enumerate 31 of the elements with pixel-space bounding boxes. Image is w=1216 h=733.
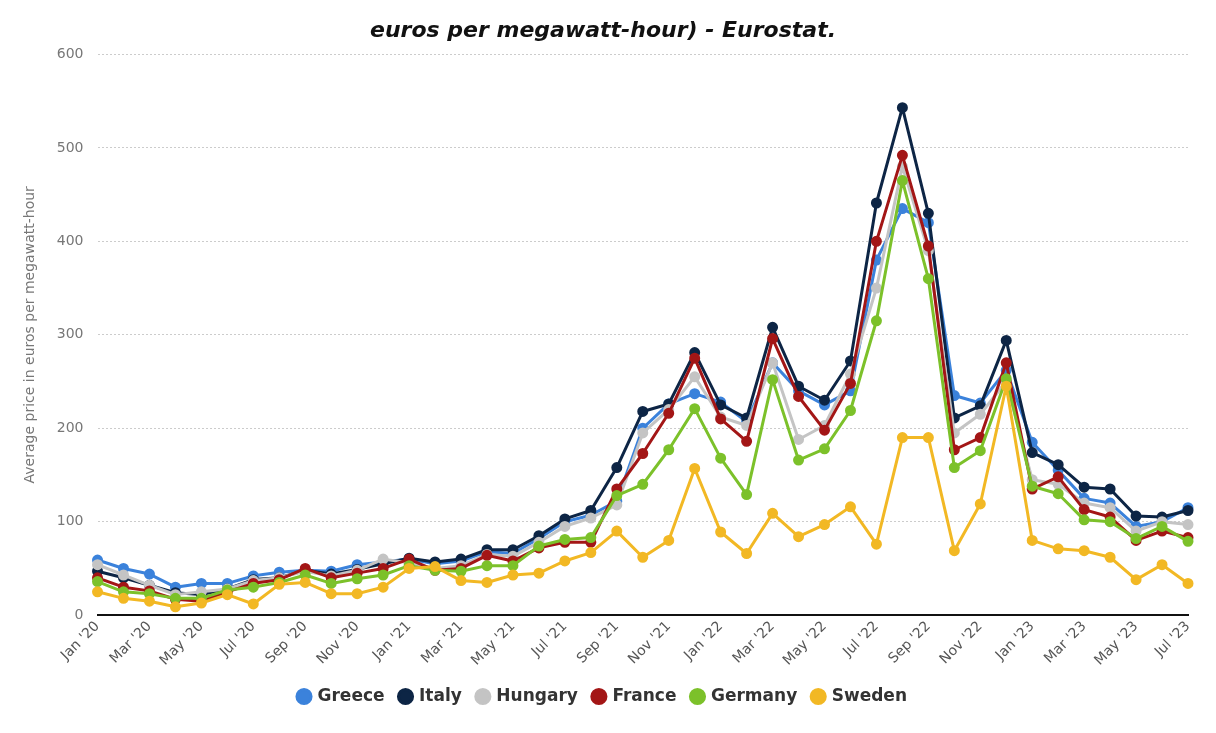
x-tick-label: Mar '20 [105,617,155,666]
x-tick-label: Jul '22 [838,617,882,660]
x-tick-label: Sep '22 [884,617,934,666]
x-tick-label: Jul '23 [1150,617,1193,660]
legend-label: Italy [419,684,462,705]
legend-label: Greece [317,684,385,705]
x-tick-label: Mar '23 [1040,617,1089,666]
x-tick-label: Jul '21 [527,617,570,660]
y-tick-label: 0 [74,605,84,622]
chart-title: euros per megawatt-hour) - Eurostat. [369,16,837,42]
legend-label: Germany [710,684,798,705]
x-tick-label: Jan '23 [991,617,1037,664]
x-tick-label: Mar '21 [417,617,466,666]
x-tick-label: Nov '20 [312,617,362,667]
x-tick-label: Sep '20 [261,617,310,666]
legend-label: France [612,684,677,705]
y-tick-label: 500 [56,138,84,155]
y-tick-label: 200 [56,418,84,435]
y-tick-label: 300 [56,325,84,342]
x-tick-label: Nov '22 [935,617,985,667]
x-tick-label: Jan '21 [368,617,414,664]
x-tick-label: Mar '22 [728,617,778,666]
y-tick-label: 400 [56,231,84,248]
y-tick-label: 100 [56,512,84,529]
x-tick-label: Jul '20 [215,617,258,660]
y-tick-label: 600 [56,45,84,62]
x-tick-label: Sep '21 [573,617,622,666]
legend-label: Sweden [831,684,907,705]
x-tick-label: Jan '22 [679,617,726,664]
legend-label: Hungary [496,684,578,705]
y-axis-title: Average price in euros per megawatt-hour [21,185,38,484]
